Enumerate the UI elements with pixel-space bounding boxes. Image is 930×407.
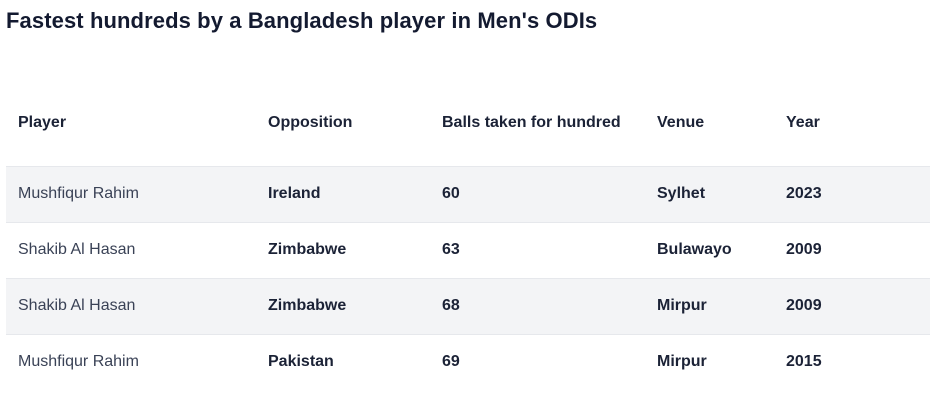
cell-venue: Sylhet bbox=[645, 165, 774, 222]
cell-balls: 69 bbox=[430, 333, 645, 390]
cell-venue: Bulawayo bbox=[645, 221, 774, 278]
cell-year: 2009 bbox=[774, 221, 930, 278]
table-row: Shakib Al Hasan Zimbabwe 68 Mirpur 2009 bbox=[6, 277, 930, 334]
cell-opposition: Pakistan bbox=[256, 333, 430, 390]
cell-player: Mushfiqur Rahim bbox=[6, 333, 256, 390]
cell-player: Shakib Al Hasan bbox=[6, 277, 256, 334]
table-body: Mushfiqur Rahim Ireland 60 Sylhet 2023 S… bbox=[6, 165, 930, 390]
table-header: Player Opposition Balls taken for hundre… bbox=[6, 80, 930, 166]
cell-balls: 60 bbox=[430, 165, 645, 222]
cell-venue: Mirpur bbox=[645, 277, 774, 334]
table-row: Mushfiqur Rahim Ireland 60 Sylhet 2023 bbox=[6, 165, 930, 222]
cell-balls: 68 bbox=[430, 277, 645, 334]
cell-opposition: Zimbabwe bbox=[256, 277, 430, 334]
cell-year: 2015 bbox=[774, 333, 930, 390]
cell-venue: Mirpur bbox=[645, 333, 774, 390]
cell-player: Mushfiqur Rahim bbox=[6, 165, 256, 222]
header-player: Player bbox=[18, 113, 67, 131]
cell-year: 2009 bbox=[774, 277, 930, 334]
fastest-hundreds-table: Player Opposition Balls taken for hundre… bbox=[6, 80, 930, 390]
header-year: Year bbox=[786, 113, 820, 131]
cell-balls: 63 bbox=[430, 221, 645, 278]
table-row: Shakib Al Hasan Zimbabwe 63 Bulawayo 200… bbox=[6, 221, 930, 278]
header-row: Player Opposition Balls taken for hundre… bbox=[6, 80, 930, 166]
header-opposition: Opposition bbox=[268, 113, 353, 131]
cell-player: Shakib Al Hasan bbox=[6, 221, 256, 278]
cell-opposition: Ireland bbox=[256, 165, 430, 222]
table-row: Mushfiqur Rahim Pakistan 69 Mirpur 2015 bbox=[6, 333, 930, 390]
header-venue: Venue bbox=[657, 113, 705, 131]
cell-year: 2023 bbox=[774, 165, 930, 222]
page-title: Fastest hundreds by a Bangladesh player … bbox=[6, 8, 598, 33]
cell-opposition: Zimbabwe bbox=[256, 221, 430, 278]
header-balls: Balls taken for hundred bbox=[442, 113, 621, 131]
